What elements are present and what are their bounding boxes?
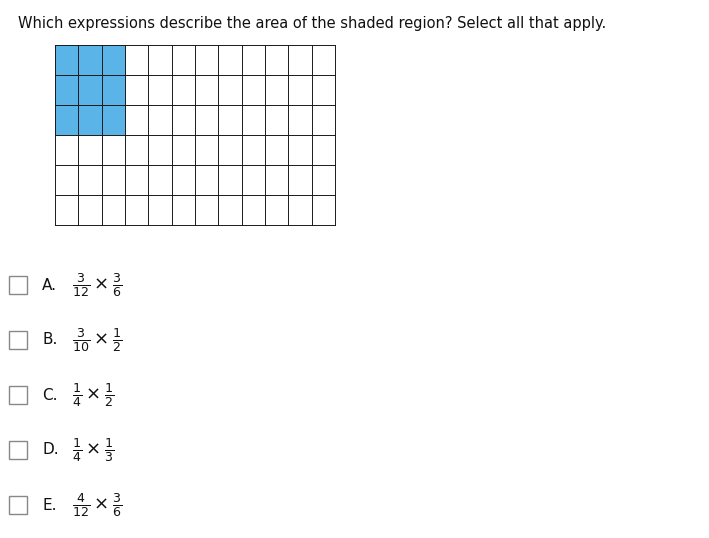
Bar xyxy=(9,386,27,404)
Bar xyxy=(55,75,78,105)
Bar xyxy=(101,105,125,135)
Text: B.: B. xyxy=(42,332,57,348)
Bar xyxy=(101,75,125,105)
Text: $\frac{1}{4} \times \frac{1}{3}$: $\frac{1}{4} \times \frac{1}{3}$ xyxy=(72,436,114,464)
Text: $\frac{1}{4} \times \frac{1}{2}$: $\frac{1}{4} \times \frac{1}{2}$ xyxy=(72,381,114,409)
Bar xyxy=(101,45,125,75)
Text: Which expressions describe the area of the shaded region? Select all that apply.: Which expressions describe the area of t… xyxy=(18,16,606,31)
Bar xyxy=(55,45,78,75)
Text: $\frac{3}{12} \times \frac{3}{6}$: $\frac{3}{12} \times \frac{3}{6}$ xyxy=(72,271,123,299)
Bar xyxy=(78,75,101,105)
Bar xyxy=(78,105,101,135)
Text: E.: E. xyxy=(42,498,57,513)
Text: $\frac{4}{12} \times \frac{3}{6}$: $\frac{4}{12} \times \frac{3}{6}$ xyxy=(72,491,123,519)
Text: D.: D. xyxy=(42,442,59,457)
Bar xyxy=(9,276,27,294)
Bar xyxy=(9,496,27,514)
Bar xyxy=(9,331,27,349)
Bar xyxy=(78,45,101,75)
Bar xyxy=(9,441,27,459)
Text: A.: A. xyxy=(42,278,57,293)
Text: $\frac{3}{10} \times \frac{1}{2}$: $\frac{3}{10} \times \frac{1}{2}$ xyxy=(72,326,123,354)
Text: C.: C. xyxy=(42,387,57,402)
Bar xyxy=(55,105,78,135)
